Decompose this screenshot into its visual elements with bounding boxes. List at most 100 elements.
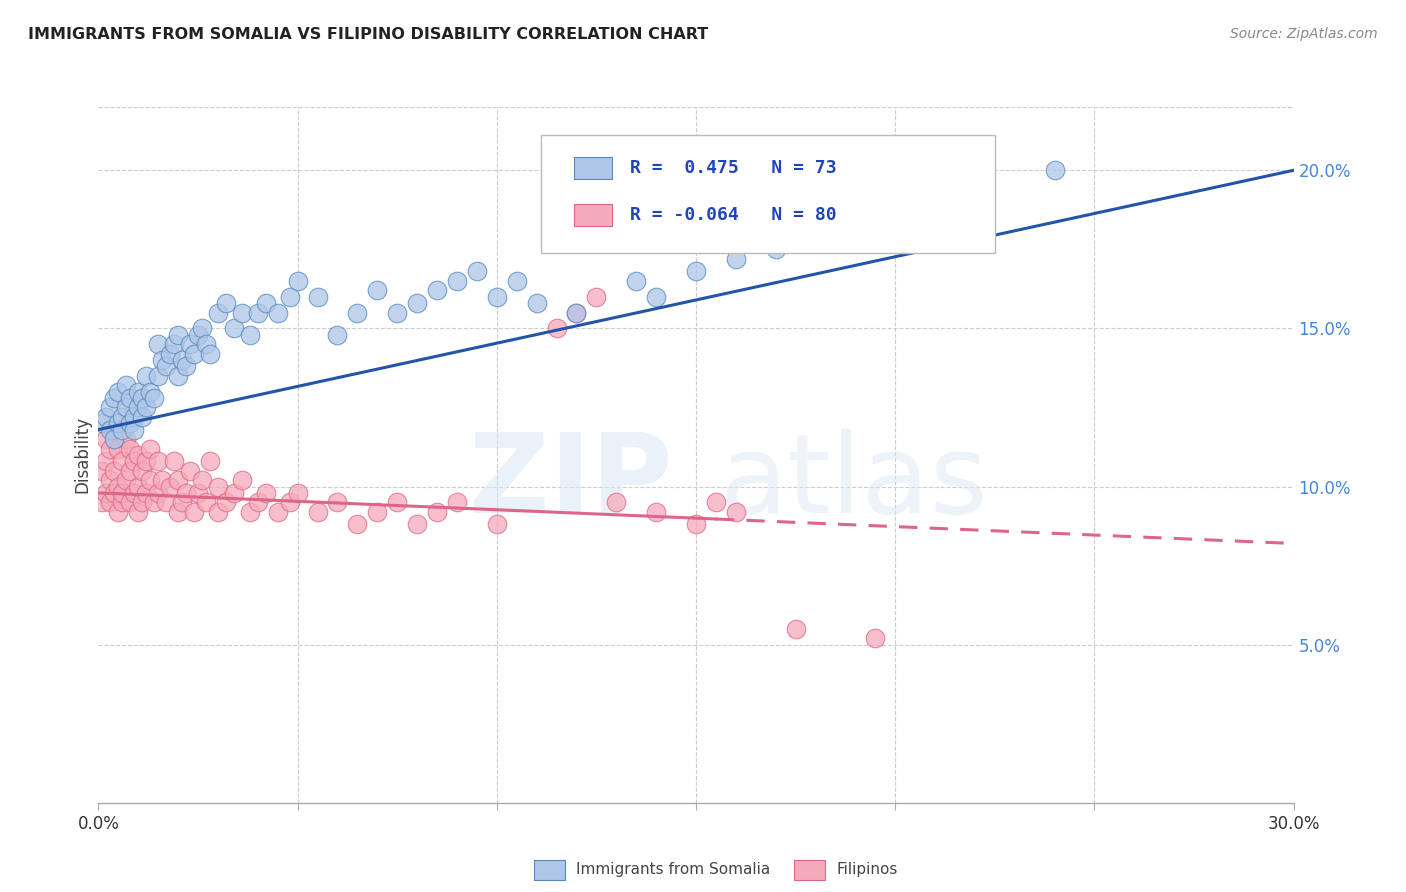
Point: [115, 473, 138, 487]
Point: [124, 454, 146, 468]
Point: [191, 473, 214, 487]
Point: [326, 495, 349, 509]
Point: [195, 337, 218, 351]
Point: [346, 305, 368, 319]
Point: [100, 401, 122, 415]
Point: [222, 321, 245, 335]
Point: [100, 423, 122, 437]
Text: Filipinos: Filipinos: [837, 863, 898, 877]
Point: [107, 479, 129, 493]
Point: [96, 486, 118, 500]
Point: [406, 296, 429, 310]
Point: [685, 264, 707, 278]
Point: [565, 305, 588, 319]
Point: [159, 479, 181, 493]
Y-axis label: Disability: Disability: [73, 417, 91, 493]
Point: [124, 423, 146, 437]
Point: [785, 233, 807, 247]
Point: [863, 632, 887, 646]
Point: [187, 327, 209, 342]
Point: [426, 284, 449, 298]
Point: [605, 495, 627, 509]
Text: ZIP: ZIP: [468, 429, 672, 536]
Point: [91, 495, 114, 509]
Point: [183, 347, 205, 361]
Point: [103, 464, 125, 478]
Point: [174, 486, 197, 500]
Point: [406, 517, 429, 532]
Point: [100, 495, 122, 509]
Point: [485, 517, 508, 532]
Text: atlas: atlas: [720, 429, 988, 536]
Point: [385, 305, 409, 319]
Point: [546, 321, 568, 335]
Point: [346, 517, 368, 532]
Text: Immigrants from Somalia: Immigrants from Somalia: [576, 863, 770, 877]
Point: [278, 495, 301, 509]
Point: [96, 454, 118, 468]
Point: [131, 391, 153, 405]
Point: [127, 505, 149, 519]
Point: [198, 347, 221, 361]
Point: [215, 296, 238, 310]
Point: [107, 505, 129, 519]
Point: [385, 495, 409, 509]
Point: [120, 464, 142, 478]
Point: [139, 473, 162, 487]
Point: [267, 505, 290, 519]
Point: [287, 486, 309, 500]
Point: [107, 442, 129, 456]
Point: [163, 454, 186, 468]
Point: [366, 284, 388, 298]
Point: [246, 495, 269, 509]
Point: [135, 454, 157, 468]
Point: [626, 274, 648, 288]
Point: [207, 305, 229, 319]
Point: [120, 442, 142, 456]
Bar: [574, 157, 613, 179]
Point: [124, 409, 146, 424]
Point: [307, 290, 329, 304]
Point: [111, 495, 134, 509]
FancyBboxPatch shape: [540, 135, 995, 253]
Point: [148, 486, 170, 500]
Point: [115, 432, 138, 446]
Point: [135, 401, 157, 415]
Point: [148, 454, 170, 468]
Point: [685, 517, 707, 532]
Point: [127, 401, 149, 415]
Point: [231, 305, 253, 319]
Point: [195, 495, 218, 509]
Point: [198, 454, 221, 468]
Point: [120, 417, 142, 431]
Point: [103, 391, 125, 405]
Point: [426, 505, 449, 519]
Point: [111, 423, 134, 437]
Point: [127, 384, 149, 399]
Point: [148, 337, 170, 351]
Point: [103, 432, 125, 446]
Point: [167, 368, 190, 383]
Point: [172, 495, 194, 509]
Point: [143, 391, 166, 405]
Point: [131, 464, 153, 478]
Point: [785, 622, 807, 636]
Point: [107, 384, 129, 399]
Point: [139, 442, 162, 456]
Point: [179, 337, 201, 351]
Point: [254, 486, 277, 500]
Point: [111, 454, 134, 468]
Point: [239, 505, 262, 519]
Point: [1043, 163, 1066, 178]
Point: [120, 391, 142, 405]
Point: [183, 505, 205, 519]
Point: [103, 486, 125, 500]
Point: [207, 505, 229, 519]
Point: [804, 220, 827, 235]
Point: [167, 505, 190, 519]
Point: [111, 409, 134, 424]
Point: [91, 464, 114, 478]
Point: [485, 290, 508, 304]
Point: [174, 359, 197, 374]
Point: [115, 378, 138, 392]
